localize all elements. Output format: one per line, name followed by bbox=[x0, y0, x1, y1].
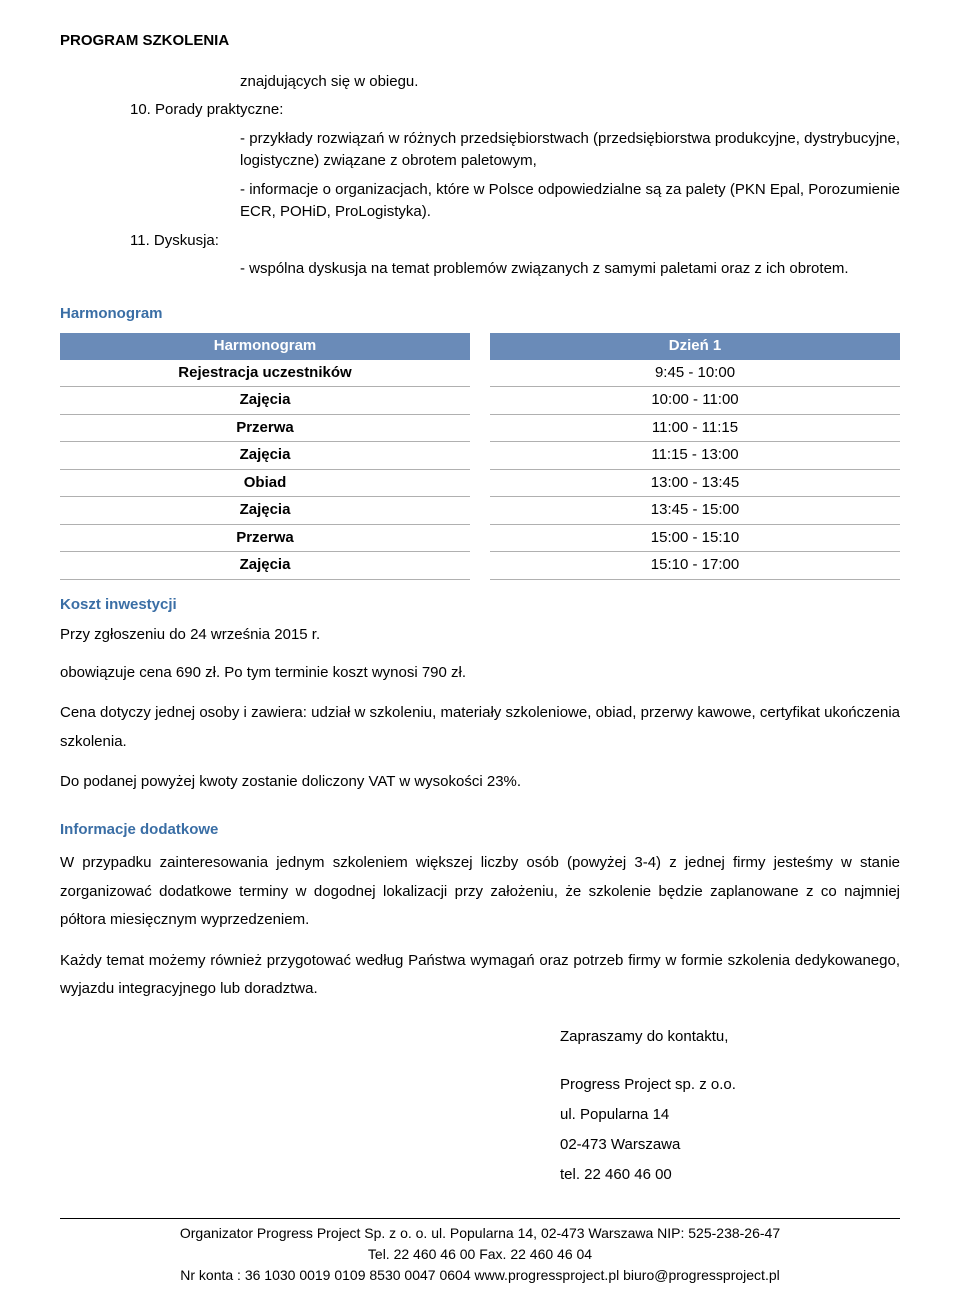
harmonogram-heading: Harmonogram bbox=[60, 303, 900, 326]
footer-line: Organizator Progress Project Sp. z o. o.… bbox=[60, 1223, 900, 1244]
table-row: Obiad bbox=[60, 469, 470, 497]
table-row: Zajęcia bbox=[60, 552, 470, 580]
body-text: znajdujących się w obiegu. bbox=[240, 71, 900, 94]
table-header: Dzień 1 bbox=[490, 333, 900, 360]
body-text: - przykłady rozwiązań w różnych przedsię… bbox=[240, 128, 900, 173]
footer-separator bbox=[60, 1218, 900, 1219]
company-street: ul. Popularna 14 bbox=[560, 1100, 900, 1130]
schedule-table-right: Dzień 1 9:45 - 10:00 10:00 - 11:00 11:00… bbox=[490, 333, 900, 580]
body-text: - informacje o organizacjach, które w Po… bbox=[240, 179, 900, 224]
list-item: 11. Dyskusja: bbox=[130, 230, 900, 253]
table-row: 15:00 - 15:10 bbox=[490, 524, 900, 552]
table-row: 11:15 - 13:00 bbox=[490, 442, 900, 470]
table-row: Przerwa bbox=[60, 524, 470, 552]
table-row: Rejestracja uczestników bbox=[60, 360, 470, 387]
footer-line: Nr konta : 36 1030 0019 0109 8530 0047 0… bbox=[60, 1265, 900, 1286]
table-row: 15:10 - 17:00 bbox=[490, 552, 900, 580]
schedule-tables: Harmonogram Rejestracja uczestników Zaję… bbox=[60, 333, 900, 580]
body-text: Cena dotyczy jednej osoby i zawiera: udz… bbox=[60, 699, 900, 756]
company-name: Progress Project sp. z o.o. bbox=[560, 1070, 900, 1100]
table-row: 13:45 - 15:00 bbox=[490, 497, 900, 525]
table-row: 10:00 - 11:00 bbox=[490, 387, 900, 415]
table-row: 11:00 - 11:15 bbox=[490, 414, 900, 442]
list-item: 10. Porady praktyczne: bbox=[130, 99, 900, 122]
table-row: 9:45 - 10:00 bbox=[490, 360, 900, 387]
closing-invite: Zapraszamy do kontaktu, bbox=[560, 1022, 900, 1052]
body-text: W przypadku zainteresowania jednym szkol… bbox=[60, 849, 900, 935]
footer: Organizator Progress Project Sp. z o. o.… bbox=[60, 1223, 900, 1286]
page-title: PROGRAM SZKOLENIA bbox=[60, 30, 900, 53]
body-text: obowiązuje cena 690 zł. Po tym terminie … bbox=[60, 659, 900, 688]
body-text: Do podanej powyżej kwoty zostanie dolicz… bbox=[60, 768, 900, 797]
footer-line: Tel. 22 460 46 00 Fax. 22 460 46 04 bbox=[60, 1244, 900, 1265]
body-text: Każdy temat możemy również przygotować w… bbox=[60, 947, 900, 1004]
company-city: 02-473 Warszawa bbox=[560, 1130, 900, 1160]
table-header: Harmonogram bbox=[60, 333, 470, 360]
body-text: Przy zgłoszeniu do 24 września 2015 r. bbox=[60, 624, 900, 647]
closing-block: Zapraszamy do kontaktu, Progress Project… bbox=[560, 1022, 900, 1190]
company-phone: tel. 22 460 46 00 bbox=[560, 1160, 900, 1190]
body-text: - wspólna dyskusja na temat problemów zw… bbox=[240, 258, 900, 281]
table-row: Zajęcia bbox=[60, 442, 470, 470]
schedule-table-left: Harmonogram Rejestracja uczestników Zaję… bbox=[60, 333, 470, 580]
table-row: Przerwa bbox=[60, 414, 470, 442]
table-row: Zajęcia bbox=[60, 387, 470, 415]
info-heading: Informacje dodatkowe bbox=[60, 819, 900, 842]
table-row: 13:00 - 13:45 bbox=[490, 469, 900, 497]
table-row: Zajęcia bbox=[60, 497, 470, 525]
koszt-heading: Koszt inwestycji bbox=[60, 594, 900, 617]
